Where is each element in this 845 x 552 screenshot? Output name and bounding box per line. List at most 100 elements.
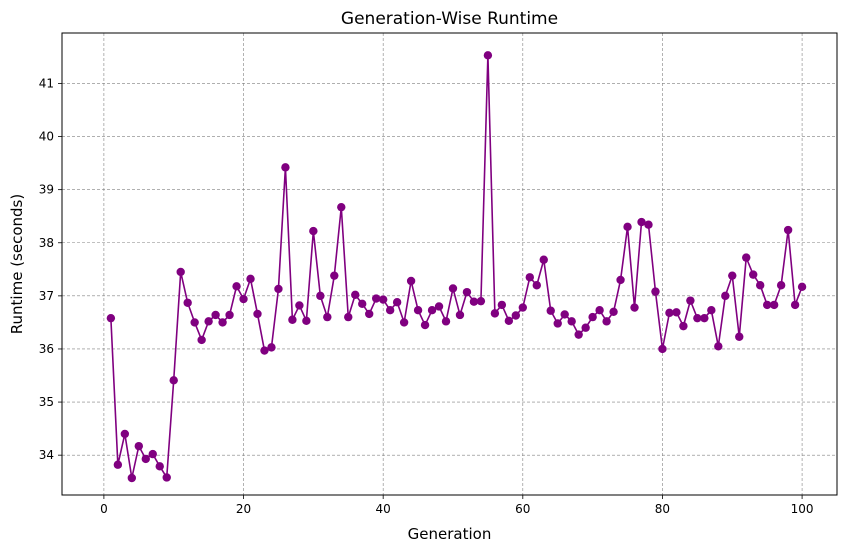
data-point <box>707 306 716 315</box>
data-point <box>700 313 709 323</box>
y-tick-label: 39 <box>39 183 54 197</box>
y-tick-label: 38 <box>39 236 54 250</box>
data-point <box>176 267 185 277</box>
data-point <box>155 462 164 471</box>
data-point <box>797 282 807 292</box>
data-point <box>427 306 437 315</box>
data-point <box>253 309 262 319</box>
data-point <box>309 226 318 236</box>
chart-title: Generation-Wise Runtime <box>341 9 558 29</box>
x-axis: 0 20 40 60 80 100 <box>100 495 814 516</box>
data-point <box>141 454 150 464</box>
data-point <box>162 473 171 482</box>
data-point <box>434 302 444 311</box>
y-tick-label: 34 <box>39 448 54 462</box>
data-point <box>469 297 479 306</box>
data-point <box>546 306 555 315</box>
grid <box>62 33 837 495</box>
data-point <box>679 321 688 331</box>
data-point <box>337 202 346 212</box>
data-point <box>316 291 325 301</box>
data-point <box>560 310 569 319</box>
data-point <box>553 319 562 328</box>
data-point <box>455 310 465 320</box>
data-point <box>378 295 388 304</box>
x-tick-label: 60 <box>515 502 530 516</box>
data-point <box>504 316 514 326</box>
data-point <box>462 287 472 297</box>
data-point <box>351 290 360 299</box>
data-point <box>344 312 353 322</box>
x-tick-label: 20 <box>236 502 251 516</box>
data-point <box>567 317 576 326</box>
data-point <box>127 473 137 483</box>
data-point <box>532 281 541 290</box>
data-point <box>769 300 779 310</box>
data-point <box>134 441 144 451</box>
data-point <box>609 307 618 316</box>
data-point <box>274 284 283 294</box>
data-point <box>204 317 213 326</box>
data-point <box>288 315 297 324</box>
data-point <box>616 275 625 285</box>
x-axis-label: Generation <box>408 525 492 543</box>
y-tick-label: 41 <box>39 76 54 90</box>
x-tick-label: 80 <box>655 502 670 516</box>
data-point <box>120 429 130 439</box>
data-point <box>623 222 632 232</box>
data-point <box>790 300 800 310</box>
data-point <box>385 306 395 315</box>
data-point <box>399 318 409 327</box>
data-point <box>225 310 234 320</box>
data-point <box>588 312 597 322</box>
y-tick-label: 40 <box>39 130 54 144</box>
data-point <box>749 270 758 279</box>
y-tick-label: 37 <box>39 289 54 303</box>
data-point <box>113 460 123 469</box>
data-point <box>183 298 192 307</box>
data-point <box>483 51 493 60</box>
data-point <box>776 281 786 290</box>
data-point <box>106 313 116 323</box>
data-point <box>392 298 402 307</box>
y-axis: 34 35 36 37 38 39 40 41 <box>39 76 62 462</box>
data-point <box>539 255 548 264</box>
y-axis-label: Runtime (seconds) <box>8 194 26 334</box>
data-point <box>728 271 737 280</box>
data-point <box>602 317 611 326</box>
data-point <box>518 303 528 312</box>
data-point <box>742 253 751 262</box>
data-point <box>783 225 793 235</box>
data-point <box>281 163 290 172</box>
data-point <box>574 330 583 339</box>
data-point <box>630 303 639 312</box>
y-tick-label: 36 <box>39 342 54 356</box>
data-point <box>371 294 381 303</box>
data-point <box>755 281 765 290</box>
data-point <box>693 313 702 323</box>
data-point <box>302 316 311 326</box>
x-tick-label: 40 <box>376 502 391 516</box>
data-point <box>658 344 667 354</box>
series-line <box>110 54 803 479</box>
data-point <box>267 343 276 352</box>
plot-frame <box>61 32 838 496</box>
data-point <box>358 299 367 309</box>
data-point <box>672 308 681 317</box>
data-point <box>595 306 604 315</box>
data-point <box>330 271 339 280</box>
x-tick-label: 100 <box>791 502 814 516</box>
data-point <box>644 220 653 229</box>
data-point <box>246 274 255 284</box>
data-point <box>762 300 772 310</box>
x-tick-label: 0 <box>100 502 108 516</box>
data-point <box>211 310 220 320</box>
data-point <box>448 284 458 293</box>
data-point <box>190 318 199 327</box>
data-point <box>735 332 744 341</box>
data-point <box>665 308 674 318</box>
data-point <box>511 311 521 320</box>
data-point <box>721 291 730 301</box>
